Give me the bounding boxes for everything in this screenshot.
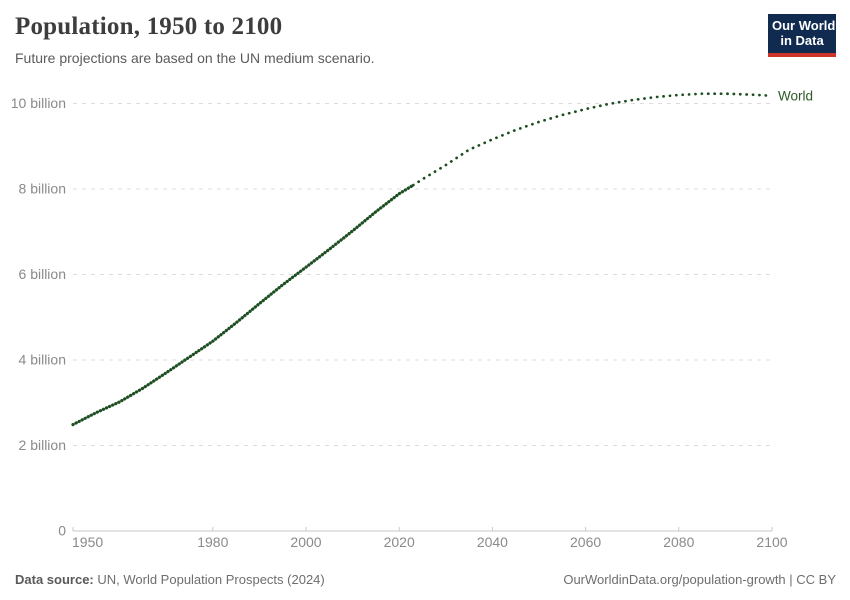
logo-line-2: in Data <box>780 32 824 48</box>
x-tick-label: 1980 <box>197 534 228 550</box>
chart-header: Population, 1950 to 2100 Future projecti… <box>0 0 850 67</box>
x-tick-label: 2100 <box>756 534 787 550</box>
plot-area[interactable]: 0 2 billion 4 billion 6 billion 8 billion 10 … <box>0 80 850 560</box>
data-source-label: Data source: <box>15 572 94 587</box>
chart-title: Population, 1950 to 2100 <box>15 13 283 40</box>
x-tick-label: 2020 <box>384 534 415 550</box>
owid-citation-link[interactable]: OurWorldinData.org/population-growth | C… <box>563 572 836 587</box>
data-source-note: Data source: UN, World Population Prospe… <box>15 572 325 587</box>
series-label-world[interactable]: World <box>778 88 813 103</box>
x-tick-label: 2000 <box>290 534 321 550</box>
x-tick-label: 2080 <box>663 534 694 550</box>
y-tick-label: 4 billion <box>19 352 66 368</box>
y-tick-label: 10 billion <box>11 95 66 111</box>
y-tick-label: 6 billion <box>19 266 66 282</box>
x-tick-label: 2040 <box>477 534 508 550</box>
logo-line-1: Our World <box>772 18 836 33</box>
y-tick-label: 8 billion <box>19 181 66 197</box>
chart-subtitle: Future projections are based on the UN m… <box>15 50 375 66</box>
y-tick-label: 2 billion <box>19 437 66 453</box>
y-tick-label: 0 <box>58 523 66 539</box>
chart-footer: Data source: UN, World Population Prospe… <box>0 572 850 600</box>
world-population-line-projection[interactable] <box>411 92 774 187</box>
data-source-text: UN, World Population Prospects (2024) <box>93 572 325 587</box>
x-tick-label: 2060 <box>570 534 601 550</box>
owid-logo[interactable]: Our World in Data <box>768 14 836 57</box>
world-population-line-historical[interactable] <box>71 183 415 427</box>
x-tick-label: 1950 <box>72 534 103 550</box>
chart-titles: Population, 1950 to 2100 Future projecti… <box>15 12 375 67</box>
